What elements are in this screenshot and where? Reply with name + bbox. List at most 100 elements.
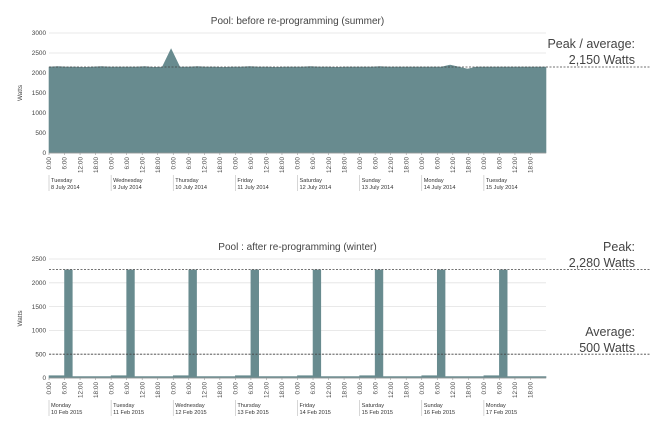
day-label-weekday: Saturday [300,178,323,184]
chart-title: Pool: before re-programming (summer) [211,16,384,27]
data-area [48,269,547,379]
x-tick-label: 18:00 [528,157,535,173]
x-tick-label: 6:00 [434,382,441,395]
x-tick-label: 6:00 [124,157,131,170]
x-tick-label: 12:00 [139,157,146,173]
x-tick-label: 0:00 [481,382,488,395]
x-tick-label: 6:00 [62,157,69,170]
x-tick-label: 12:00 [326,382,333,398]
day-label-weekday: Saturday [362,403,385,409]
y-tick-label: 0 [42,150,46,157]
x-tick-label: 18:00 [403,157,410,173]
x-tick-label: 18:00 [93,382,100,398]
y-tick-label: 500 [35,351,46,358]
reference-annotation: 500 Watts [579,341,635,355]
x-tick-label: 0:00 [108,382,115,395]
day-label-date: 11 July 2014 [237,185,268,191]
day-label-date: 15 July 2014 [486,185,518,191]
x-tick-label: 12:00 [202,157,209,173]
x-tick-label: 12:00 [388,382,395,398]
x-tick-label: 6:00 [372,382,379,395]
y-axis-label: Watts [17,85,24,101]
day-label-date: 17 Feb 2015 [486,410,517,416]
day-label-date: 16 Feb 2015 [424,410,455,416]
x-tick-label: 12:00 [264,382,271,398]
reference-annotation: Peak / average: [547,37,635,51]
x-tick-label: 12:00 [77,382,84,398]
x-tick-label: 18:00 [466,157,473,173]
day-label-date: 9 July 2014 [113,185,142,191]
x-tick-label: 18:00 [155,157,162,173]
x-tick-label: 0:00 [419,157,426,170]
day-label-weekday: Monday [424,178,444,184]
day-label-weekday: Sunday [424,403,443,409]
x-tick-label: 18:00 [217,157,224,173]
x-tick-label: 0:00 [357,382,364,395]
reference-annotation: Peak: [603,240,635,254]
reference-annotation: Average: [585,325,635,339]
chart-2: Pool : after re-programming (winter) 0 500… [17,240,650,416]
x-tick-label: 12:00 [139,382,146,398]
x-tick-label: 12:00 [77,157,84,173]
day-label-date: 12 Feb 2015 [175,410,206,416]
reference-annotation: 2,150 Watts [569,53,635,67]
x-tick-label: 12:00 [388,157,395,173]
x-tick-label: 18:00 [403,382,410,398]
x-tick-label: 12:00 [450,157,457,173]
x-tick-label: 18:00 [466,382,473,398]
chart-title: Pool : after re-programming (winter) [218,242,376,253]
x-tick-label: 18:00 [341,382,348,398]
x-tick-label: 18:00 [93,157,100,173]
x-tick-label: 0:00 [46,157,53,170]
day-label-date: 10 July 2014 [175,185,207,191]
x-tick-label: 6:00 [310,157,317,170]
y-tick-label: 2500 [32,50,47,57]
x-tick-label: 0:00 [108,157,115,170]
y-tick-label: 1500 [32,90,47,97]
x-tick-label: 18:00 [528,382,535,398]
day-label-date: 15 Feb 2015 [362,410,393,416]
y-tick-label: 2500 [32,256,47,263]
x-tick-label: 6:00 [497,157,504,170]
x-tick-label: 12:00 [202,382,209,398]
x-tick-label: 0:00 [419,382,426,395]
y-tick-label: 0 [42,375,46,382]
day-label-weekday: Friday [300,403,316,409]
data-area [48,48,547,154]
day-label-date: 12 July 2014 [300,185,332,191]
x-tick-label: 6:00 [497,382,504,395]
x-tick-label: 0:00 [357,157,364,170]
x-tick-label: 6:00 [310,382,317,395]
x-tick-label: 12:00 [450,382,457,398]
x-tick-label: 0:00 [233,157,240,170]
day-label-weekday: Tuesday [486,178,507,184]
x-tick-label: 18:00 [279,382,286,398]
x-tick-label: 6:00 [186,157,193,170]
x-tick-label: 18:00 [155,382,162,398]
day-label-weekday: Monday [486,403,506,409]
y-tick-label: 1500 [32,304,47,311]
y-tick-label: 3000 [32,30,47,37]
day-label-weekday: Thursday [237,403,261,409]
day-label-weekday: Wednesday [113,178,143,184]
day-label-weekday: Monday [51,403,71,409]
day-label-date: 14 July 2014 [424,185,456,191]
day-label-date: 13 Feb 2015 [237,410,268,416]
x-tick-label: 0:00 [170,382,177,395]
x-tick-label: 12:00 [512,157,519,173]
y-tick-label: 2000 [32,70,47,77]
x-tick-label: 0:00 [481,157,488,170]
x-tick-label: 6:00 [248,157,255,170]
x-tick-label: 6:00 [372,157,379,170]
day-label-weekday: Sunday [362,178,381,184]
x-tick-label: 0:00 [295,382,302,395]
day-label-weekday: Friday [237,178,253,184]
x-tick-label: 0:00 [295,157,302,170]
x-tick-label: 6:00 [434,157,441,170]
day-label-weekday: Tuesday [113,403,134,409]
chart-1: Pool: before re-programming (summer) 0 500… [17,16,650,191]
x-tick-label: 6:00 [124,382,131,395]
day-label-weekday: Tuesday [51,178,72,184]
